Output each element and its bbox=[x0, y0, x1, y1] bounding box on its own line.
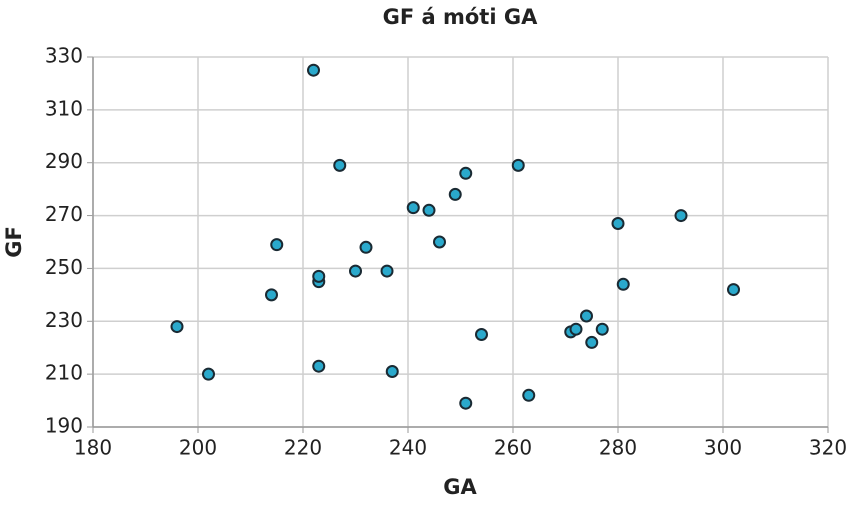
point bbox=[595, 322, 609, 336]
point bbox=[312, 269, 326, 283]
x-tick-label: 180 bbox=[74, 436, 112, 460]
y-tick-label: 210 bbox=[45, 361, 83, 385]
chart-title: GF á móti GA bbox=[383, 5, 538, 29]
point bbox=[585, 335, 599, 349]
y-tick-label: 290 bbox=[45, 149, 83, 173]
point bbox=[616, 277, 630, 291]
y-tick-label: 250 bbox=[45, 255, 83, 279]
y-tick-label: 330 bbox=[45, 44, 83, 68]
point bbox=[312, 359, 326, 373]
point bbox=[433, 235, 446, 249]
point bbox=[170, 320, 184, 334]
x-tick-label: 260 bbox=[494, 436, 532, 460]
point bbox=[475, 328, 488, 341]
point bbox=[270, 238, 284, 252]
point bbox=[674, 209, 688, 223]
point bbox=[727, 283, 740, 297]
point bbox=[380, 264, 394, 278]
x-axis-label: GA bbox=[443, 475, 477, 499]
y-tick-label: 310 bbox=[45, 96, 83, 120]
point bbox=[333, 158, 347, 172]
point bbox=[569, 322, 583, 336]
x-tick-label: 280 bbox=[599, 436, 637, 460]
y-tick-label: 230 bbox=[45, 308, 83, 332]
y-tick-label: 270 bbox=[45, 202, 83, 226]
point bbox=[385, 365, 399, 378]
point bbox=[511, 158, 525, 172]
x-tick-label: 320 bbox=[809, 436, 847, 460]
point bbox=[265, 288, 278, 302]
x-tick-label: 300 bbox=[704, 436, 742, 460]
y-tick-label: 190 bbox=[45, 414, 83, 438]
point bbox=[580, 309, 593, 323]
point bbox=[459, 166, 473, 180]
point bbox=[611, 217, 625, 230]
point bbox=[307, 63, 320, 77]
point bbox=[522, 388, 536, 402]
y-axis-label: GF bbox=[2, 226, 26, 258]
point bbox=[349, 264, 362, 278]
x-tick-label: 200 bbox=[179, 436, 217, 460]
point bbox=[359, 240, 373, 254]
point bbox=[202, 367, 215, 381]
x-tick-label: 240 bbox=[389, 436, 427, 460]
point bbox=[422, 203, 436, 217]
point bbox=[459, 396, 473, 410]
point bbox=[448, 187, 462, 201]
point bbox=[406, 201, 420, 215]
x-tick-label: 220 bbox=[284, 436, 322, 460]
